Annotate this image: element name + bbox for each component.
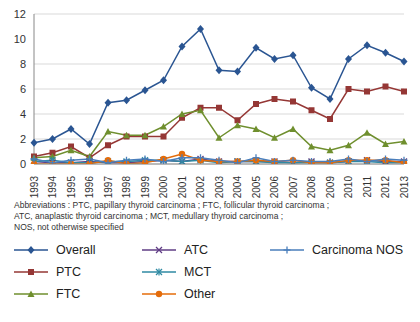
svg-text:2008: 2008 — [306, 176, 317, 198]
html-text:Carcinoma NOS: Carcinoma NOS — [312, 243, 403, 257]
svg-text:1997: 1997 — [103, 176, 114, 198]
svg-text:12: 12 — [14, 8, 26, 20]
svg-text:2001: 2001 — [177, 176, 188, 198]
svg-text:2: 2 — [20, 133, 26, 145]
svg-text:8: 8 — [20, 58, 26, 70]
svg-text:1993: 1993 — [29, 176, 40, 198]
html-text:PTC: PTC — [56, 265, 81, 279]
html-text:FTC: FTC — [56, 287, 81, 301]
svg-text:0: 0 — [20, 158, 26, 170]
svg-text:1998: 1998 — [121, 176, 132, 198]
svg-text:2006: 2006 — [269, 176, 280, 198]
svg-text:1995: 1995 — [66, 176, 77, 198]
svg-text:2011: 2011 — [362, 176, 373, 198]
svg-text:2000: 2000 — [158, 176, 169, 198]
svg-text:2012: 2012 — [380, 176, 391, 198]
svg-text:2007: 2007 — [288, 176, 299, 198]
svg-text:2009: 2009 — [325, 176, 336, 198]
svg-text:4: 4 — [20, 108, 26, 120]
html-text:Abbreviations : PTC, papillary: Abbreviations : PTC, papillary thyroid c… — [14, 200, 330, 210]
svg-text:2005: 2005 — [251, 176, 262, 198]
svg-text:1994: 1994 — [47, 176, 58, 198]
html-text:NOS, not otherwise specified: NOS, not otherwise specified — [14, 222, 124, 232]
svg-text:10: 10 — [14, 33, 26, 45]
html-text:Overall: Overall — [56, 243, 96, 257]
svg-text:6: 6 — [20, 83, 26, 95]
svg-text:2004: 2004 — [232, 176, 243, 198]
svg-text:2010: 2010 — [343, 176, 354, 198]
svg-text:1999: 1999 — [140, 176, 151, 198]
html-text:ATC: ATC — [184, 243, 209, 257]
svg-text:2002: 2002 — [195, 176, 206, 198]
svg-text:2013: 2013 — [399, 176, 410, 198]
svg-text:1996: 1996 — [84, 176, 95, 198]
html-text:Other: Other — [184, 287, 216, 301]
svg-text:2003: 2003 — [214, 176, 225, 198]
html-text:MCT: MCT — [184, 265, 212, 279]
html-text:ATC, anaplastic thyroid carcin: ATC, anaplastic thyroid carcinoma ; MCT,… — [14, 211, 284, 221]
